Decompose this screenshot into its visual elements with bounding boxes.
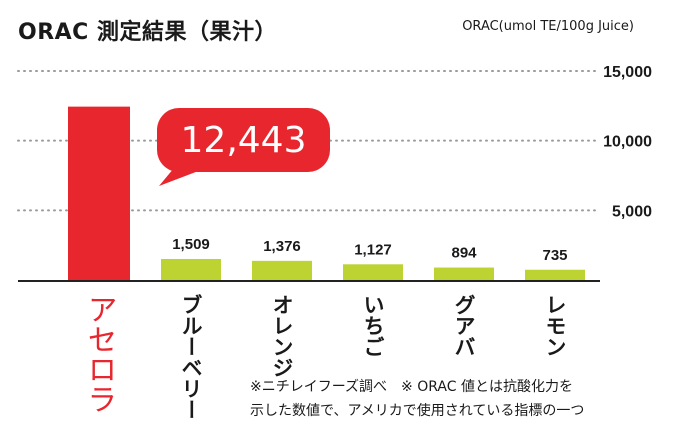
chart-title: ORAC 測定結果（果汁） [18,20,277,45]
category-label: オレンジ [270,294,294,378]
value-callout-bubble [157,108,330,172]
y-tick-label: 5,000 [612,203,652,220]
footnote-line-2: 示した数値で、アメリカで使用されている指標の一つ [250,403,585,419]
value-label: 1,509 [172,236,210,253]
bar-highlight [68,106,130,280]
bar [252,260,312,280]
category-label: グアバ [452,294,476,357]
footnote-line-1: ※ニチレイフーズ調べ ※ ORAC 値とは抗酸化力を [250,379,573,395]
value-label: 894 [451,245,477,262]
y-tick-label: 10,000 [603,134,652,151]
bar [161,258,221,280]
bar [434,267,494,280]
category-label: いちご [361,294,385,357]
value-callout-pointer [159,162,201,186]
category-label: レモン [543,294,567,357]
category-label: ブルーベリー [179,293,203,420]
value-label: 1,376 [263,238,301,255]
value-label: 1,127 [354,241,392,258]
value-label-highlight: 12,443 [181,120,307,161]
category-label-highlight: アセロラ [82,294,117,414]
unit-label: ORAC(umol TE/100g Juice) [462,19,634,34]
bar [525,269,585,280]
bar [343,264,403,280]
value-label: 735 [542,247,567,264]
y-tick-label: 15,000 [603,64,652,81]
